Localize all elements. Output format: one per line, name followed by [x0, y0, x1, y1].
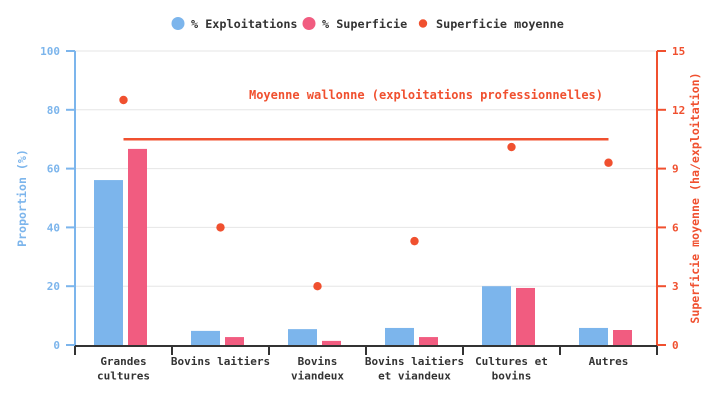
x-axis-label-line: Bovins laitiers [171, 355, 270, 368]
x-axis-label-line: viandeux [291, 370, 344, 383]
y-axis-right-tick-label: 9 [672, 163, 679, 176]
data-point-superficie-moyenne[interactable] [410, 236, 419, 246]
bar-exploitations[interactable] [482, 286, 511, 345]
reference-line-label: Moyenne wallonne (exploitations professi… [249, 88, 603, 102]
legend: % Exploitations % Superficie Superficie mo… [171, 17, 564, 31]
x-axis-label-line: Grandes [100, 355, 146, 368]
x-axis-label: Bovins laitiers et viandeux [365, 355, 464, 383]
legend-item-exploitations[interactable]: % Exploitations [171, 17, 298, 31]
bar-superficie[interactable] [128, 148, 147, 345]
x-axis-label: Bovins viandeux [291, 355, 344, 383]
bar-series [94, 148, 632, 345]
y-axis-right-tick-label: 3 [672, 280, 679, 293]
x-axis-label-line: bovins [492, 370, 532, 383]
bar-exploitations[interactable] [94, 180, 123, 345]
x-axis-label-line: et viandeux [378, 370, 451, 383]
legend-label: % Exploitations [191, 17, 298, 31]
bar-superficie[interactable] [225, 337, 244, 345]
bar-exploitations[interactable] [579, 327, 608, 345]
data-point-superficie-moyenne[interactable] [507, 142, 516, 152]
x-axis: Grandes cultures Bovins laitiers Bovins vian… [74, 345, 658, 383]
y-axis-right-tick-label: 6 [672, 221, 679, 234]
data-point-superficie-moyenne[interactable] [313, 282, 322, 291]
legend-label: % Superficie [322, 17, 407, 31]
legend-label: Superficie moyenne [436, 17, 564, 31]
legend-item-superficie[interactable]: % Superficie [302, 17, 408, 31]
bar-exploitations[interactable] [385, 327, 414, 345]
y-axis-right: 0 3 6 9 12 15 Superficie moyenne (ha/exploitat… [656, 45, 702, 352]
bar-superficie[interactable] [516, 287, 535, 345]
bar-superficie[interactable] [419, 337, 438, 345]
legend-marker-circle-icon [418, 19, 428, 28]
x-axis-label: Grandes cultures [97, 355, 150, 383]
legend-marker-circle-icon [171, 17, 185, 30]
legend-marker-circle-icon [302, 17, 316, 30]
data-point-superficie-moyenne[interactable] [216, 223, 225, 232]
x-axis-label-line: Autres [589, 355, 629, 368]
x-axis-label-line: Bovins [298, 355, 338, 368]
y-axis-left-tick-label: 60 [47, 163, 60, 176]
y-axis-left-tick-label: 40 [47, 221, 60, 234]
scatter-series [119, 95, 613, 291]
x-axis-label: Bovins laitiers [171, 355, 270, 368]
y-axis-left-tick-label: 100 [40, 45, 60, 58]
reference-line-group: Moyenne wallonne (exploitations professi… [123, 88, 609, 141]
y-axis-left: 0 20 40 60 80 100 Proportion (%) [15, 45, 76, 352]
legend-item-superficie-moyenne[interactable]: Superficie moyenne [418, 17, 564, 31]
y-axis-right-title: Superficie moyenne (ha/exploitation) [688, 72, 702, 323]
bar-superficie[interactable] [613, 330, 632, 345]
y-axis-right-tick-label: 0 [672, 339, 679, 352]
x-axis-label-line: cultures [97, 370, 150, 383]
y-axis-left-tick-label: 0 [53, 339, 60, 352]
x-axis-label: Cultures et bovins [475, 355, 548, 383]
x-axis-label-line: Cultures et [475, 355, 548, 368]
bar-exploitations[interactable] [191, 330, 220, 345]
y-axis-right-tick-label: 15 [672, 45, 685, 58]
data-point-superficie-moyenne[interactable] [119, 95, 128, 105]
gridlines [75, 50, 657, 287]
y-axis-left-title: Proportion (%) [15, 149, 29, 247]
bar-exploitations[interactable] [288, 329, 317, 345]
x-axis-label: Autres [589, 355, 629, 368]
y-axis-left-tick-label: 20 [47, 280, 60, 293]
y-axis-right-tick-label: 12 [672, 104, 685, 117]
y-axis-left-tick-label: 80 [47, 104, 60, 117]
x-axis-label-line: Bovins laitiers [365, 355, 464, 368]
data-point-superficie-moyenne[interactable] [604, 158, 613, 167]
bar-superficie[interactable] [322, 340, 341, 345]
